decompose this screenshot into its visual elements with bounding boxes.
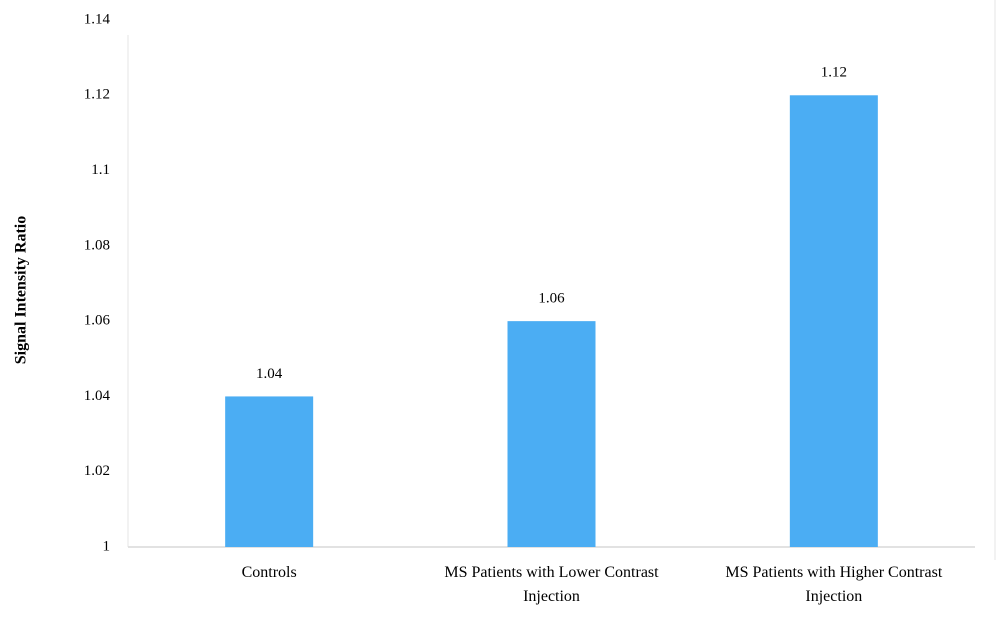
- y-tick-label: 1.12: [84, 87, 110, 103]
- bar: [225, 396, 314, 547]
- y-tick-label: 1.14: [84, 11, 111, 27]
- y-tick-label: 1.06: [84, 313, 111, 329]
- bar: [789, 95, 878, 548]
- y-tick-label: 1.08: [84, 237, 110, 253]
- x-tick-label: Controls: [241, 564, 297, 581]
- value-label: 1.04: [256, 366, 283, 382]
- x-tick-label: MS Patients with Lower Contrast Injectio…: [444, 564, 659, 605]
- x-tick-label: MS Patients with Higher Contrast Injecti…: [725, 564, 943, 605]
- value-label: 1.12: [821, 65, 847, 81]
- y-axis-title: Signal Intensity Ratio: [13, 216, 30, 364]
- y-tick-label: 1.04: [84, 388, 111, 404]
- y-tick-label: 1.02: [84, 463, 110, 479]
- y-tick-label: 1: [103, 538, 111, 554]
- y-tick-label: 1.1: [91, 162, 110, 178]
- bar: [507, 321, 596, 547]
- value-label: 1.06: [538, 291, 565, 307]
